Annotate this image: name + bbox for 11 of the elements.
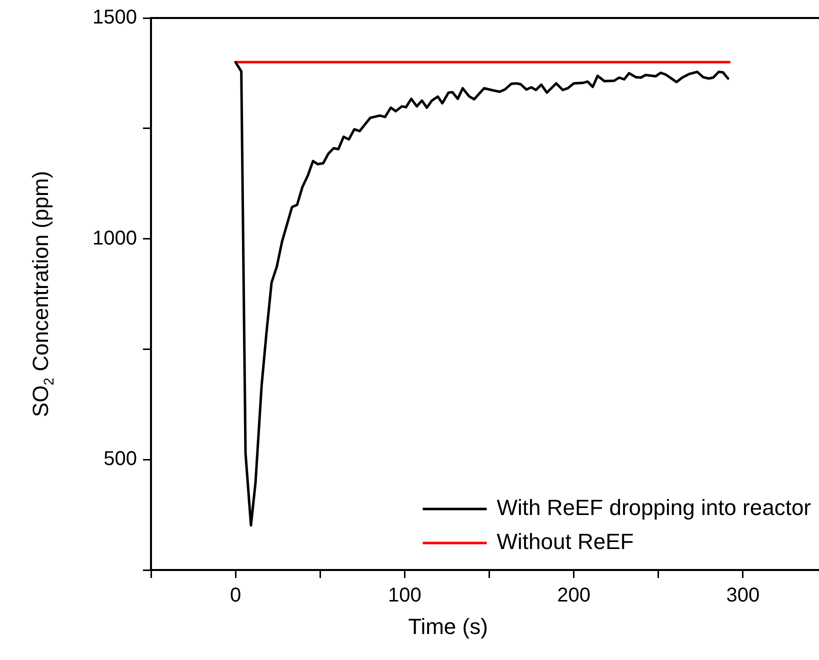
x-tick-label: 100 [388, 584, 422, 607]
legend-label: With ReEF dropping into reactor [496, 495, 812, 520]
legend-label: Without ReEF [496, 529, 634, 554]
x-tick-label: 300 [726, 584, 760, 607]
y-tick-label: 1500 [92, 6, 137, 29]
x-tick-label: 200 [557, 584, 590, 607]
y-tick-label: 1000 [92, 227, 137, 250]
y-axis-title: SO2 Concentration (ppm) [28, 170, 57, 418]
y-tick-label: 500 [104, 448, 137, 470]
x-axis-title: Time (s) [408, 614, 488, 640]
x-tick-label: 0 [230, 584, 242, 607]
